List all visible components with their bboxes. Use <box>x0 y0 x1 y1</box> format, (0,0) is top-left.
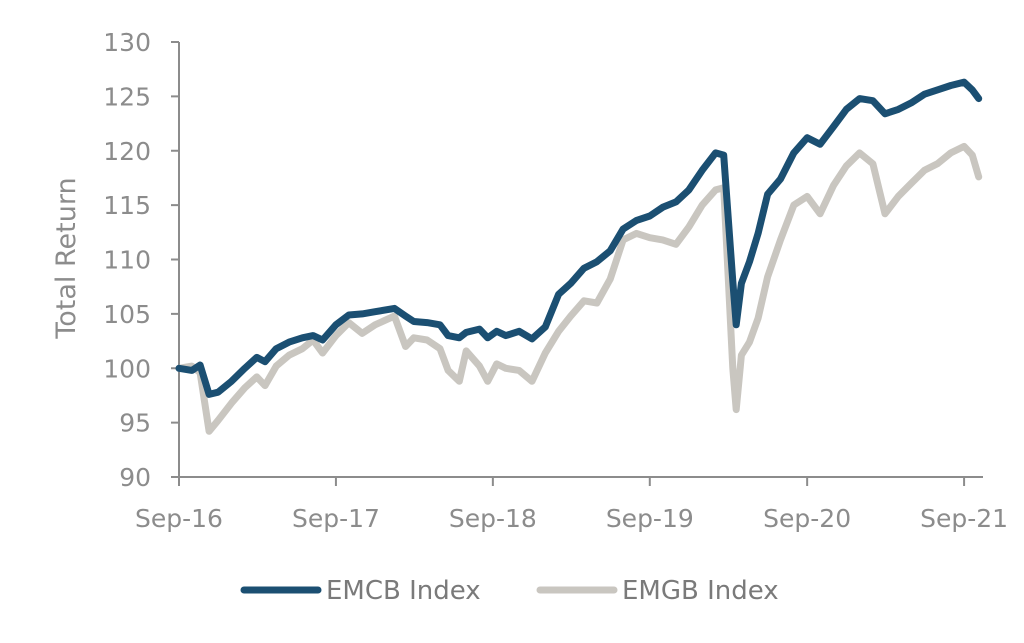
axes <box>178 42 983 478</box>
y-tick-label: 105 <box>103 300 151 329</box>
legend-label-emgb-index: EMGB Index <box>622 576 779 606</box>
y-tick-label: 125 <box>103 82 151 111</box>
legend: EMCB Index EMGB Index <box>240 576 779 606</box>
series-lines <box>175 78 983 435</box>
y-tick-label: 95 <box>119 409 151 438</box>
y-axis-title: Total Return <box>51 177 82 339</box>
x-tick-label: Sep-19 <box>606 504 694 533</box>
y-tick-label: 100 <box>103 354 151 383</box>
y-axis-title-group: Total Return <box>51 177 82 339</box>
y-tick-label: 110 <box>103 246 151 275</box>
x-tick-label: Sep-20 <box>763 504 851 533</box>
series-line-emcb-index <box>175 78 983 398</box>
x-tick-label: Sep-21 <box>920 504 1008 533</box>
x-tick-label: Sep-17 <box>292 504 380 533</box>
y-tick-label: 120 <box>103 137 151 166</box>
x-tick-label: Sep-18 <box>449 504 537 533</box>
x-tick-label: Sep-16 <box>135 504 223 533</box>
legend-label-emcb-index: EMCB Index <box>326 576 481 606</box>
series-line-emgb-index <box>175 142 983 435</box>
y-tick-label: 90 <box>119 463 151 492</box>
x-axis-ticks: Sep-16 Sep-17 Sep-18 Sep-19 Sep-20 Sep-21 <box>135 477 1008 533</box>
y-tick-label: 130 <box>103 28 151 57</box>
y-axis-ticks: 90 95 100 105 110 115 120 125 130 <box>103 28 179 492</box>
y-tick-label: 115 <box>103 191 151 220</box>
